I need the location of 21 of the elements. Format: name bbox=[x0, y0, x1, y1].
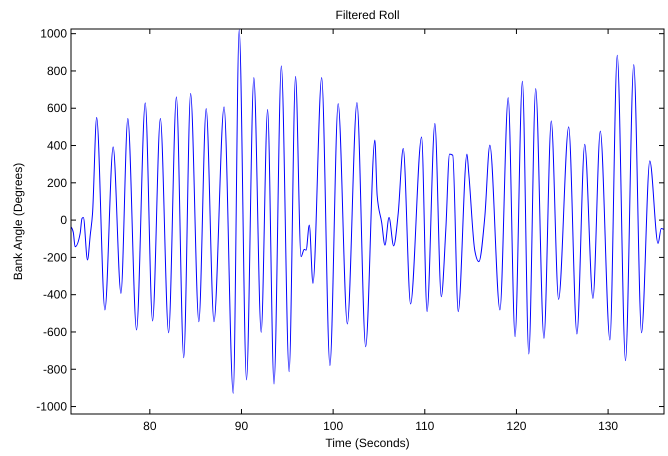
y-tick-label: 800 bbox=[46, 64, 68, 78]
x-tick-label: 100 bbox=[323, 419, 344, 433]
x-tick-label: 130 bbox=[598, 419, 618, 433]
y-tick-label: -1000 bbox=[36, 400, 68, 414]
y-tick-label: 1000 bbox=[40, 26, 68, 41]
y-tick-label: 200 bbox=[46, 176, 68, 190]
y-tick-label: -200 bbox=[42, 250, 68, 264]
y-axis-title: Bank Angle (Degrees) bbox=[11, 162, 25, 280]
y-tick-label: -800 bbox=[42, 362, 68, 376]
y-tick-label: 0 bbox=[60, 213, 68, 228]
y-tick-label: 400 bbox=[46, 138, 68, 153]
x-axis-title: Time (Seconds) bbox=[325, 436, 410, 450]
chart-title: Filtered Roll bbox=[335, 8, 400, 22]
x-tick-label: 90 bbox=[234, 419, 248, 433]
x-tick-label: 80 bbox=[143, 419, 157, 433]
y-tick-label: 600 bbox=[46, 101, 68, 116]
x-tick-label: 110 bbox=[415, 419, 435, 433]
y-tick-label: -400 bbox=[42, 288, 68, 302]
y-tick-label: -600 bbox=[42, 324, 68, 339]
line-series bbox=[71, 29, 664, 394]
x-tick-label: 120 bbox=[506, 419, 527, 433]
